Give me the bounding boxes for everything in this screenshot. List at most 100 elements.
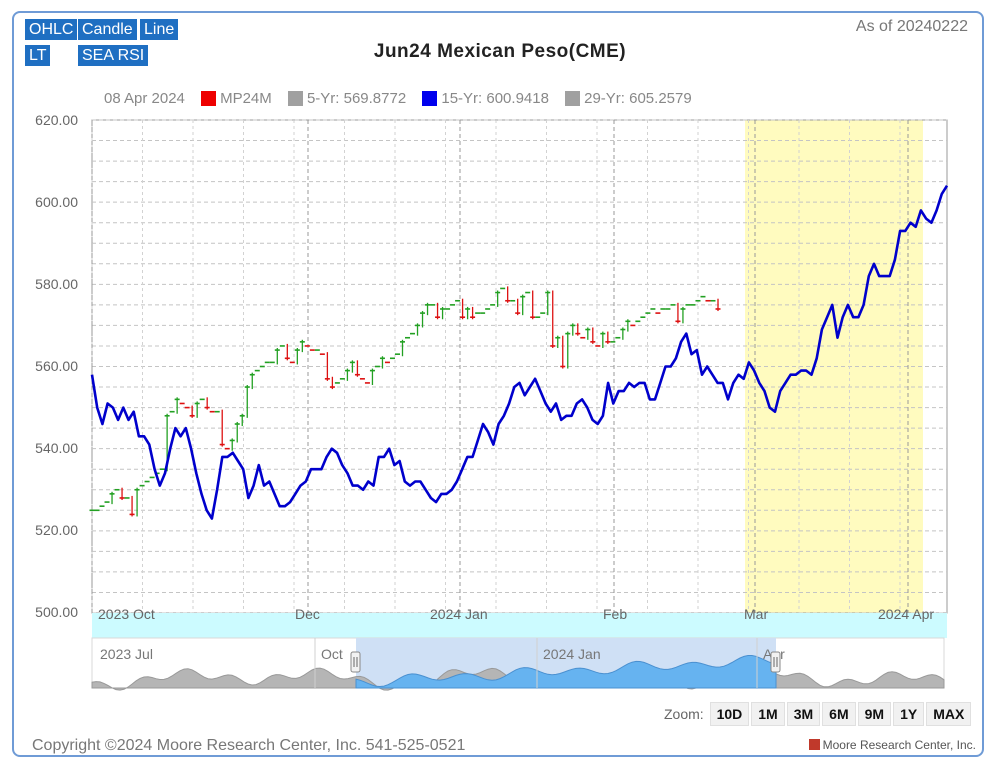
- line-button[interactable]: Line: [140, 19, 179, 40]
- ohlc-bar: [324, 352, 330, 381]
- ohlc-bar: [354, 360, 360, 377]
- ohlc-bar: [505, 286, 511, 303]
- ohlc-bar: [234, 421, 240, 443]
- navigator-series-selected: [355, 655, 777, 689]
- y-tick-label: 540.00: [35, 440, 78, 456]
- ohlc-bar: [189, 405, 195, 418]
- navigator-label: Oct: [321, 646, 343, 662]
- legend-swatch-mp24m: [201, 90, 217, 106]
- ohlc-bar: [174, 397, 180, 414]
- ohlc-bar: [600, 331, 606, 349]
- zoom-label: Zoom:: [664, 706, 704, 722]
- mp24m-series: [89, 286, 721, 517]
- y-tick-label: 500.00: [35, 604, 78, 620]
- ohlc-bar: [194, 401, 200, 418]
- ohlc-bar: [379, 356, 385, 369]
- lt-button[interactable]: LT: [25, 45, 51, 66]
- ohlc-bar: [129, 495, 135, 517]
- navigator-label: 2023 Jul: [100, 646, 153, 662]
- ohlc-bar: [550, 290, 556, 349]
- brand[interactable]: Moore Research Center, Inc.: [808, 738, 976, 752]
- legend-item-mp24m[interactable]: MP24M: [220, 89, 272, 107]
- zoom-controls: Zoom: 10D 1M 3M 6M 9M 1Y MAX: [664, 702, 972, 726]
- ohlc-bar: [470, 306, 476, 320]
- ohlc-bar: [299, 339, 305, 353]
- legend-item-5yr[interactable]: 5-Yr: 569.8772: [306, 89, 407, 107]
- ohlc-bar: [369, 368, 375, 385]
- chart-frame: [12, 11, 984, 757]
- y-tick-label: 580.00: [35, 276, 78, 292]
- ohlc-bar: [109, 491, 115, 505]
- ohlc-bar: [460, 298, 466, 320]
- ohlc-bar: [349, 360, 355, 373]
- chart-title: Jun24 Mexican Peso(CME): [373, 41, 627, 62]
- navigator-label: 2024 Jan: [543, 646, 601, 662]
- price-chart: 620.00 600.00 580.00 560.00 540.00 520.0…: [35, 112, 949, 691]
- y-tick-label: 600.00: [35, 194, 78, 210]
- zoom-6m-button[interactable]: 6M: [822, 702, 856, 726]
- ohlc-bar: [435, 302, 441, 320]
- ohlc-bar: [530, 290, 536, 320]
- navigator-left-handle[interactable]: [350, 651, 361, 673]
- ohlc-bar: [274, 348, 280, 365]
- ohlc-bar: [399, 339, 405, 357]
- ohlc-button[interactable]: OHLC: [25, 19, 78, 40]
- x-tick-label: 2024 Apr: [878, 606, 934, 622]
- x-tick-label: 2024 Jan: [430, 606, 488, 622]
- legend-swatch-29yr: [565, 90, 581, 106]
- ohlc-bar: [585, 327, 591, 340]
- ohlc-bar: [204, 397, 210, 410]
- navigator[interactable]: 2023 Jul Oct 2024 Jan Apr: [91, 637, 945, 691]
- ohlc-bar: [420, 311, 426, 328]
- series-line-15yr: [90, 185, 949, 520]
- ohlc-bar: [675, 302, 681, 324]
- ohlc-bar: [605, 331, 611, 344]
- zoom-9m-button[interactable]: 9M: [857, 702, 892, 726]
- ohlc-bar: [560, 335, 566, 369]
- y-axis: 620.00 600.00 580.00 560.00 540.00 520.0…: [35, 112, 78, 620]
- legend-item-29yr[interactable]: 29-Yr: 605.2579: [584, 89, 692, 107]
- legend-swatch-5yr: [287, 90, 303, 106]
- ohlc-bar: [575, 323, 581, 336]
- ohlc-bar: [620, 327, 626, 340]
- x-axis-band: [92, 613, 947, 638]
- x-tick-label: 2023 Oct: [98, 606, 155, 622]
- navigator-right-handle[interactable]: [770, 651, 781, 673]
- candle-button[interactable]: Candle: [78, 19, 137, 40]
- ohlc-bar: [465, 306, 471, 320]
- zoom-10d-button[interactable]: 10D: [709, 702, 750, 726]
- ohlc-bar: [415, 323, 421, 336]
- brand-logo-icon: [808, 739, 820, 750]
- ohlc-bar: [229, 438, 235, 451]
- ohlc-bar: [515, 298, 521, 316]
- zoom-1y-button[interactable]: 1Y: [893, 702, 925, 726]
- ohlc-bar: [425, 302, 431, 316]
- ohlc-bar: [239, 413, 245, 427]
- ohlc-bar: [715, 298, 721, 312]
- ohlc-bar: [119, 487, 125, 501]
- y-tick-label: 560.00: [35, 358, 78, 374]
- zoom-1m-button[interactable]: 1M: [751, 702, 785, 726]
- ohlc-bar: [344, 368, 350, 381]
- x-tick-label: Mar: [744, 606, 768, 622]
- ohlc-bar: [284, 343, 290, 361]
- sea-rsi-button[interactable]: SEA RSI: [78, 45, 149, 66]
- zoom-3m-button[interactable]: 3M: [786, 702, 821, 726]
- y-tick-label: 620.00: [35, 112, 78, 128]
- ohlc-bar: [329, 376, 335, 390]
- ohlc-bar: [134, 487, 140, 517]
- x-axis: 2023 Oct Dec 2024 Jan Feb Mar 2024 Apr: [98, 606, 934, 622]
- ohlc-bar: [680, 306, 686, 324]
- ohlc-bar: [520, 294, 526, 316]
- zoom-max-button[interactable]: MAX: [926, 702, 972, 726]
- legend-item-15yr[interactable]: 15-Yr: 600.9418: [441, 89, 549, 107]
- legend-swatch-15yr: [422, 90, 438, 106]
- ohlc-bar: [590, 327, 596, 344]
- ohlc-bar: [244, 384, 250, 418]
- ohlc-bar: [219, 409, 225, 447]
- legend-date: 08 Apr 2024: [104, 89, 185, 107]
- as-of-date: As of 20240222: [855, 18, 968, 35]
- ohlc-bar: [555, 335, 561, 349]
- brand-label: Moore Research Center, Inc.: [822, 738, 976, 752]
- ohlc-bar: [440, 306, 446, 320]
